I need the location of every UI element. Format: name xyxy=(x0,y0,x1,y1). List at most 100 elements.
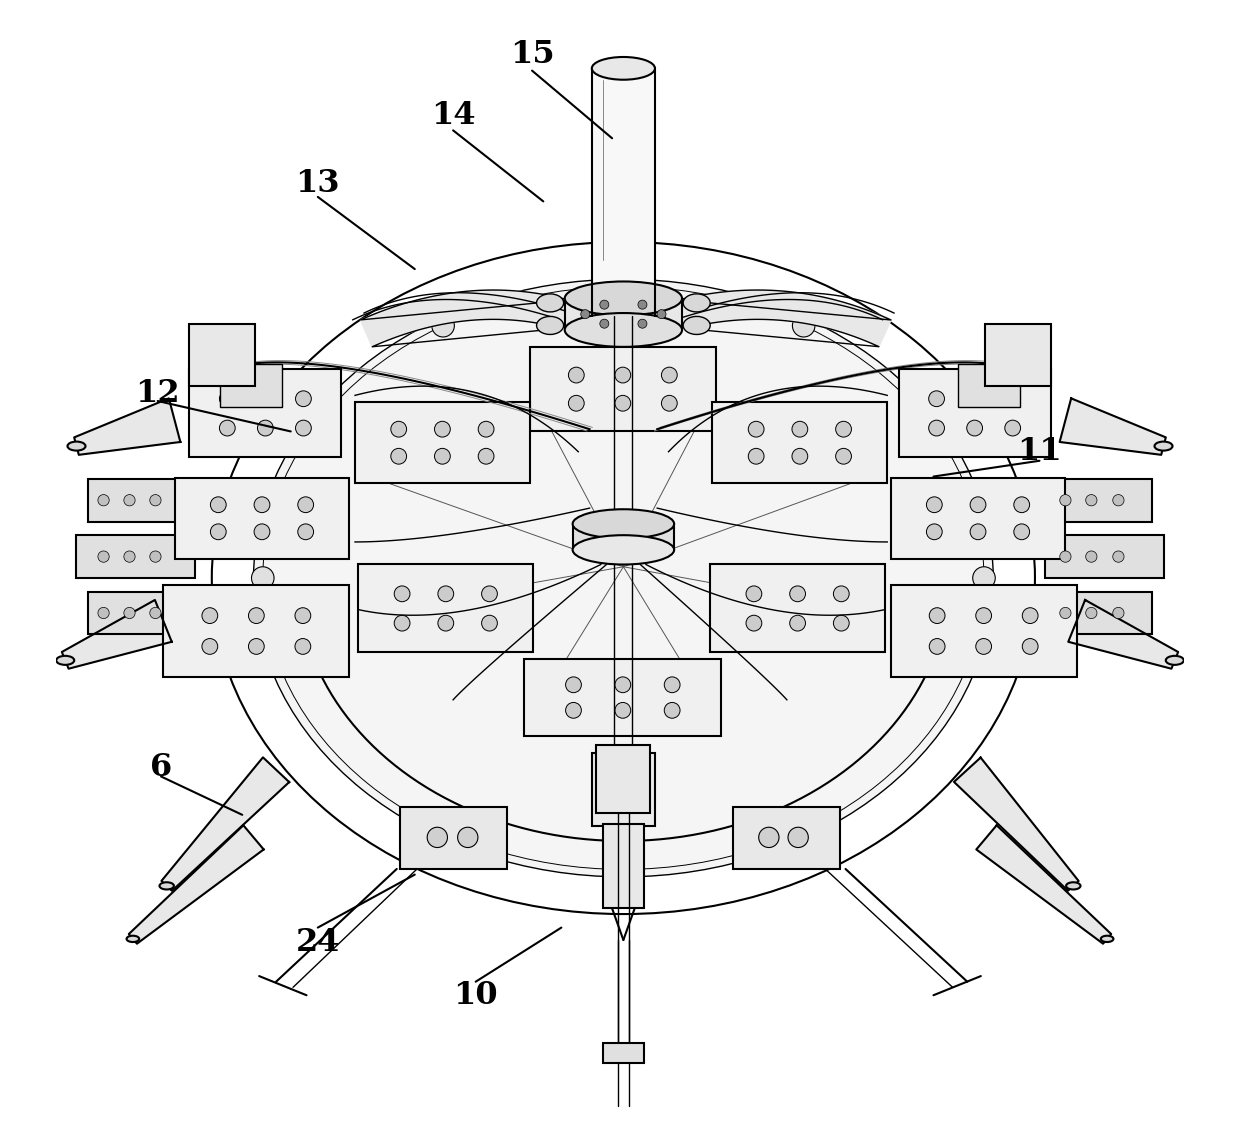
Bar xyxy=(529,347,715,431)
Ellipse shape xyxy=(683,316,711,334)
Circle shape xyxy=(1112,607,1123,619)
Circle shape xyxy=(792,448,807,464)
Circle shape xyxy=(98,551,109,562)
Bar xyxy=(591,753,655,826)
Text: 14: 14 xyxy=(430,100,475,131)
Circle shape xyxy=(926,497,942,513)
Circle shape xyxy=(391,448,407,464)
Bar xyxy=(890,585,1076,677)
Bar xyxy=(986,324,1050,386)
Circle shape xyxy=(1014,524,1029,540)
Polygon shape xyxy=(62,599,171,668)
Ellipse shape xyxy=(126,936,139,942)
Circle shape xyxy=(970,524,986,540)
Circle shape xyxy=(458,828,477,848)
Text: 24: 24 xyxy=(295,927,340,957)
Polygon shape xyxy=(161,758,289,891)
Circle shape xyxy=(972,567,996,589)
Bar xyxy=(88,592,190,634)
Text: 13: 13 xyxy=(295,168,340,199)
Circle shape xyxy=(748,421,764,437)
Bar xyxy=(711,564,885,653)
Circle shape xyxy=(615,395,631,411)
Circle shape xyxy=(124,607,135,619)
Circle shape xyxy=(787,828,808,848)
Bar xyxy=(88,479,190,522)
Circle shape xyxy=(248,607,264,623)
Circle shape xyxy=(926,524,942,540)
Circle shape xyxy=(438,615,454,631)
Circle shape xyxy=(637,320,647,329)
Circle shape xyxy=(836,448,852,464)
Polygon shape xyxy=(129,825,264,944)
Bar xyxy=(219,364,281,406)
Bar xyxy=(733,807,839,869)
Circle shape xyxy=(792,421,807,437)
Circle shape xyxy=(438,586,454,602)
Circle shape xyxy=(252,567,274,589)
Circle shape xyxy=(202,607,218,623)
Circle shape xyxy=(219,420,236,436)
Polygon shape xyxy=(361,290,568,347)
Ellipse shape xyxy=(1166,656,1184,665)
Bar xyxy=(713,402,888,483)
Circle shape xyxy=(254,524,270,540)
Ellipse shape xyxy=(683,294,711,312)
Text: 12: 12 xyxy=(135,377,180,409)
Circle shape xyxy=(479,421,494,437)
Circle shape xyxy=(600,300,609,309)
Circle shape xyxy=(665,677,680,693)
Circle shape xyxy=(248,639,264,655)
Bar xyxy=(603,824,644,909)
Circle shape xyxy=(295,607,311,623)
Circle shape xyxy=(615,367,631,383)
Circle shape xyxy=(211,524,226,540)
Ellipse shape xyxy=(1101,936,1114,942)
Circle shape xyxy=(1004,420,1021,436)
Bar xyxy=(175,478,350,559)
Circle shape xyxy=(202,639,218,655)
Circle shape xyxy=(295,639,311,655)
Circle shape xyxy=(790,615,806,631)
Ellipse shape xyxy=(591,56,655,80)
Polygon shape xyxy=(954,758,1079,891)
Circle shape xyxy=(295,420,311,436)
Circle shape xyxy=(258,391,273,406)
Polygon shape xyxy=(74,399,180,455)
Circle shape xyxy=(657,309,666,318)
Bar xyxy=(401,807,507,869)
Bar xyxy=(959,364,1021,406)
Bar xyxy=(573,524,675,550)
Circle shape xyxy=(790,586,806,602)
Ellipse shape xyxy=(1154,441,1173,450)
Circle shape xyxy=(211,497,226,513)
Text: 6: 6 xyxy=(150,752,172,784)
Circle shape xyxy=(219,391,236,406)
Circle shape xyxy=(1022,607,1038,623)
Polygon shape xyxy=(1060,399,1166,455)
Bar xyxy=(164,585,350,677)
Ellipse shape xyxy=(573,535,675,564)
Bar xyxy=(1050,592,1152,634)
Bar xyxy=(190,324,254,386)
Circle shape xyxy=(1022,639,1038,655)
Bar xyxy=(1050,479,1152,522)
Circle shape xyxy=(615,677,631,693)
Ellipse shape xyxy=(212,242,1035,914)
Circle shape xyxy=(481,586,497,602)
Circle shape xyxy=(150,495,161,506)
Circle shape xyxy=(1060,607,1071,619)
Circle shape xyxy=(150,607,161,619)
Circle shape xyxy=(748,448,764,464)
Circle shape xyxy=(836,421,852,437)
Circle shape xyxy=(295,391,311,406)
Bar xyxy=(899,369,1050,457)
Circle shape xyxy=(1014,497,1029,513)
Circle shape xyxy=(661,367,677,383)
Circle shape xyxy=(1086,607,1097,619)
Circle shape xyxy=(976,639,992,655)
Circle shape xyxy=(746,615,761,631)
Ellipse shape xyxy=(1066,882,1080,890)
Text: 15: 15 xyxy=(510,40,554,70)
Circle shape xyxy=(929,607,945,623)
